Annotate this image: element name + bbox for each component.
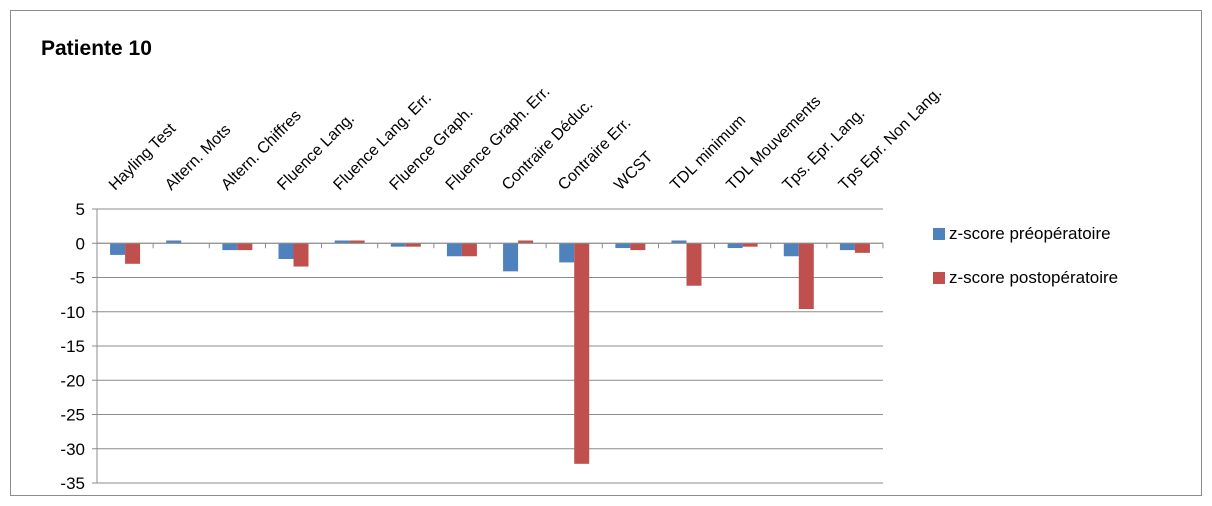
bar-chart: Patiente 10 5 0 -5 -10 -15 -20 -25 -30 -35 Hayli…: [41, 37, 1118, 493]
y-tick-label: -15: [60, 337, 85, 356]
bar-preoperatoire: [783, 243, 799, 257]
y-tick-label: 0: [76, 234, 85, 253]
bar-postoperatoire: [686, 243, 702, 286]
bar-postoperatoire: [237, 243, 253, 251]
category-label: Tps Epr. Non Lang.: [836, 84, 946, 194]
bar-postoperatoire: [349, 240, 365, 244]
category-label: WCST: [611, 148, 656, 193]
bar-postoperatoire: [461, 243, 477, 257]
bar-preoperatoire: [559, 243, 575, 263]
bar-postoperatoire: [630, 243, 646, 251]
bar-preoperatoire: [671, 240, 687, 244]
y-axis-ticks: 5 0 -5 -10 -15 -20 -25 -30 -35: [60, 200, 97, 493]
bar-preoperatoire: [222, 243, 238, 251]
bar-postoperatoire: [125, 243, 141, 264]
y-tick-label: -5: [70, 269, 85, 288]
axes: [96, 209, 884, 483]
category-label: Fluence Lang. Err.: [330, 89, 434, 193]
bar-preoperatoire: [110, 243, 126, 255]
legend-label: z-score préopératoire: [949, 224, 1111, 243]
legend-label: z-score postopératoire: [949, 268, 1118, 287]
bar-preoperatoire: [503, 243, 519, 272]
bar-postoperatoire: [854, 243, 870, 253]
y-tick-label: -35: [60, 474, 85, 493]
bar-preoperatoire: [334, 240, 350, 244]
legend-swatch: [933, 272, 945, 284]
grid-lines: [97, 208, 883, 484]
category-label: TDL Mouvements: [723, 93, 824, 194]
bar-postoperatoire: [405, 243, 421, 247]
bar-preoperatoire: [278, 243, 294, 260]
bar-postoperatoire: [293, 243, 309, 267]
bar-postoperatoire: [574, 243, 590, 464]
bar-preoperatoire: [166, 240, 182, 244]
bars: [110, 240, 870, 464]
bar-postoperatoire: [798, 243, 814, 310]
y-tick-label: -30: [60, 440, 85, 459]
category-label: Fluence Graph. Err.: [443, 83, 554, 194]
legend: z-score préopératoire z-score postopérato…: [933, 224, 1118, 287]
legend-swatch: [933, 228, 945, 240]
bar-preoperatoire: [446, 243, 462, 257]
bar-preoperatoire: [390, 243, 406, 247]
bar-postoperatoire: [742, 243, 758, 247]
chart-title: Patiente 10: [41, 37, 152, 60]
bar-preoperatoire: [727, 243, 743, 249]
chart-frame: Patiente 10 5 0 -5 -10 -15 -20 -25 -30 -35 Hayli…: [10, 10, 1202, 496]
y-tick-label: -10: [60, 303, 85, 322]
y-tick-label: 5: [76, 200, 85, 219]
bar-preoperatoire: [615, 243, 631, 249]
bar-postoperatoire: [518, 240, 534, 244]
bar-preoperatoire: [839, 243, 855, 251]
y-tick-label: -20: [60, 371, 85, 390]
y-tick-label: -25: [60, 406, 85, 425]
